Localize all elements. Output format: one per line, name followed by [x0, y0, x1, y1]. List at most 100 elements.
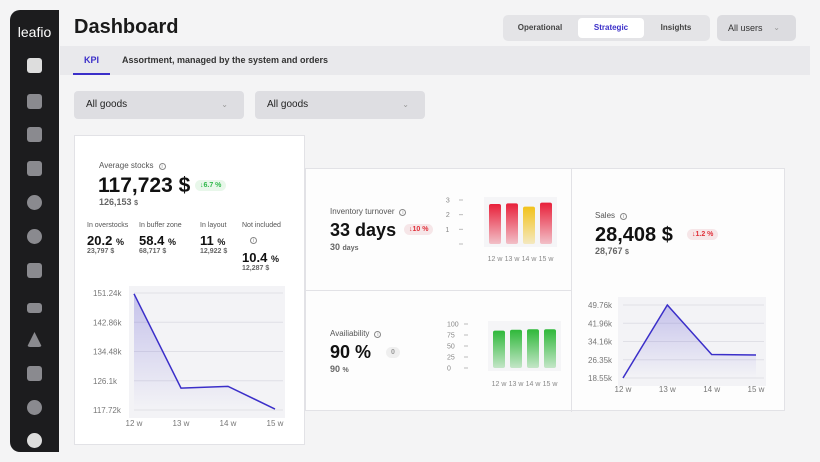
availability-chart: 100 75 50 25 0 12 w 13 w 14 w 15 w: [447, 321, 561, 388]
x-tick-label: 12 w: [488, 256, 504, 263]
mode-strategic[interactable]: Strategic: [578, 18, 644, 38]
y-tick-label: 126.1k: [93, 377, 118, 386]
x-tick-label: 13 w: [659, 385, 676, 394]
x-tick-label: 12 w: [126, 419, 143, 428]
turnover-chart: 332211012 w13 w14 w15 w: [446, 197, 557, 263]
y-tick-label: 26.35k: [588, 356, 613, 365]
users-select[interactable]: All users ⌄: [717, 15, 796, 41]
mode-operational[interactable]: Operational: [517, 23, 563, 32]
products-icon[interactable]: [27, 94, 42, 109]
chevron-down-icon: ⌄: [402, 100, 409, 109]
y-tick-label: 49.76k: [588, 301, 613, 310]
breakdown-value: 58.4 %: [139, 233, 176, 248]
x-tick-label: 12 w: [492, 381, 508, 388]
avg-stocks-value: 117,723 $: [98, 174, 191, 197]
y-tick-label: 18.55k: [588, 374, 613, 383]
line-series: [133, 293, 276, 410]
kpi-panel: Inventory turnover i 33 days ↓10 % 30 day…: [305, 168, 785, 412]
y-tick-label: 33: [446, 198, 450, 205]
x-tick-label: 14 w: [522, 256, 538, 263]
bar: [493, 330, 505, 368]
document-icon[interactable]: [27, 127, 42, 142]
x-tick-label: 15 w: [267, 419, 284, 428]
warning-icon[interactable]: [27, 332, 42, 347]
y-tick-label: 75: [447, 333, 455, 340]
y-tick-label: 134.48k: [93, 348, 122, 357]
page-title: Dashboard: [74, 16, 179, 38]
breakdown-label: In buffer zone: [139, 222, 182, 229]
stock-breakdown-item: In overstocks 20.2 % 23,797 $: [87, 222, 128, 255]
analytics-search-icon[interactable]: [27, 229, 42, 244]
mode-switch: Operational Strategic Insights: [503, 15, 710, 41]
stock-breakdown-item: In buffer zone 58.4 % 68,717 $: [139, 222, 182, 255]
x-tick-label: 12 w: [615, 385, 632, 394]
bar: [506, 203, 518, 244]
breakdown-amount: 23,797 $: [87, 248, 115, 255]
breakdown-amount: 12,922 $: [200, 248, 228, 255]
info-icon[interactable]: i: [250, 237, 257, 244]
x-tick-label: 14 w: [526, 381, 542, 388]
goods-filter-2[interactable]: All goods ⌄: [255, 91, 425, 119]
breakdown-amount: 12,287 $: [242, 265, 270, 272]
chevron-down-icon: ⌄: [221, 100, 228, 109]
tab-assortment[interactable]: Assortment, managed by the system and or…: [122, 55, 329, 65]
avg-stocks-prev: 126,153 $: [99, 197, 138, 207]
turnover-label: Inventory turnover i: [330, 207, 407, 216]
y-tick-label: 34.16k: [588, 338, 613, 347]
change-badge: 0: [386, 347, 400, 358]
y-tick-label: 22: [446, 212, 450, 219]
y-tick-label: 151.24k: [93, 289, 122, 298]
breakdown-value: 10.4 %: [242, 250, 279, 265]
bar: [523, 206, 535, 244]
logo: leafio: [17, 24, 52, 40]
sidebar: leafio: [10, 10, 59, 452]
line-series: [622, 303, 757, 379]
change-badge: ↓10 %: [404, 224, 434, 235]
x-tick-label: 13 w: [173, 419, 190, 428]
sales-prev: 28,767 $: [595, 246, 629, 256]
bar-chart-icon[interactable]: [27, 303, 42, 313]
tab-kpi[interactable]: KPI: [73, 46, 110, 75]
discount-icon[interactable]: [27, 195, 42, 210]
y-tick-label: 142.86k: [93, 318, 122, 327]
breakdown-amount: 68,717 $: [139, 248, 167, 255]
y-tick-label: 11: [446, 227, 449, 234]
bar: [489, 204, 501, 244]
y-tick-label: 117.72k: [93, 406, 122, 415]
y-tick-label: 50: [447, 344, 455, 351]
report-icon[interactable]: [27, 366, 42, 381]
settings-icon[interactable]: [27, 400, 42, 415]
line-area: [623, 305, 756, 378]
info-icon[interactable]: i: [158, 163, 166, 170]
users-select-value: All users: [728, 23, 763, 33]
bar: [510, 329, 522, 368]
tab-bar: KPI Assortment, managed by the system an…: [60, 46, 810, 75]
mode-insights[interactable]: Insights: [660, 23, 692, 32]
breakdown-label: Not included: [242, 222, 281, 229]
x-tick-label: 15 w: [748, 385, 765, 394]
dashboard-icon[interactable]: [27, 58, 42, 73]
info-icon[interactable]: i: [374, 331, 382, 338]
x-tick-label: 14 w: [220, 419, 237, 428]
breakdown-value: 20.2 %: [87, 233, 124, 248]
delivery-truck-icon[interactable]: [27, 161, 42, 176]
breakdown-value: 11 %: [200, 233, 226, 248]
breakdown-label: In overstocks: [87, 222, 129, 229]
info-icon[interactable]: i: [620, 213, 628, 220]
change-badge: ↓1.2 %: [687, 229, 719, 240]
stock-breakdown-item: In layout 11 % 12,922 $: [200, 222, 227, 255]
y-tick-label: 0: [447, 366, 451, 373]
turnover-prev: 30 days: [330, 242, 359, 252]
promo-icon[interactable]: [27, 263, 42, 278]
user-avatar-icon[interactable]: [27, 433, 42, 448]
goods-filter-1[interactable]: All goods ⌄: [74, 91, 244, 119]
stock-breakdown-item: Not included i 10.4 % 12,287 $: [242, 222, 281, 272]
y-tick-label: 41.96k: [588, 319, 613, 328]
turnover-value: 33 days: [330, 220, 397, 240]
breakdown-label: In layout: [200, 222, 227, 229]
bar: [544, 329, 556, 368]
line-area: [134, 293, 275, 410]
availability-label: Availiability i: [330, 329, 382, 338]
info-icon[interactable]: i: [399, 209, 407, 216]
